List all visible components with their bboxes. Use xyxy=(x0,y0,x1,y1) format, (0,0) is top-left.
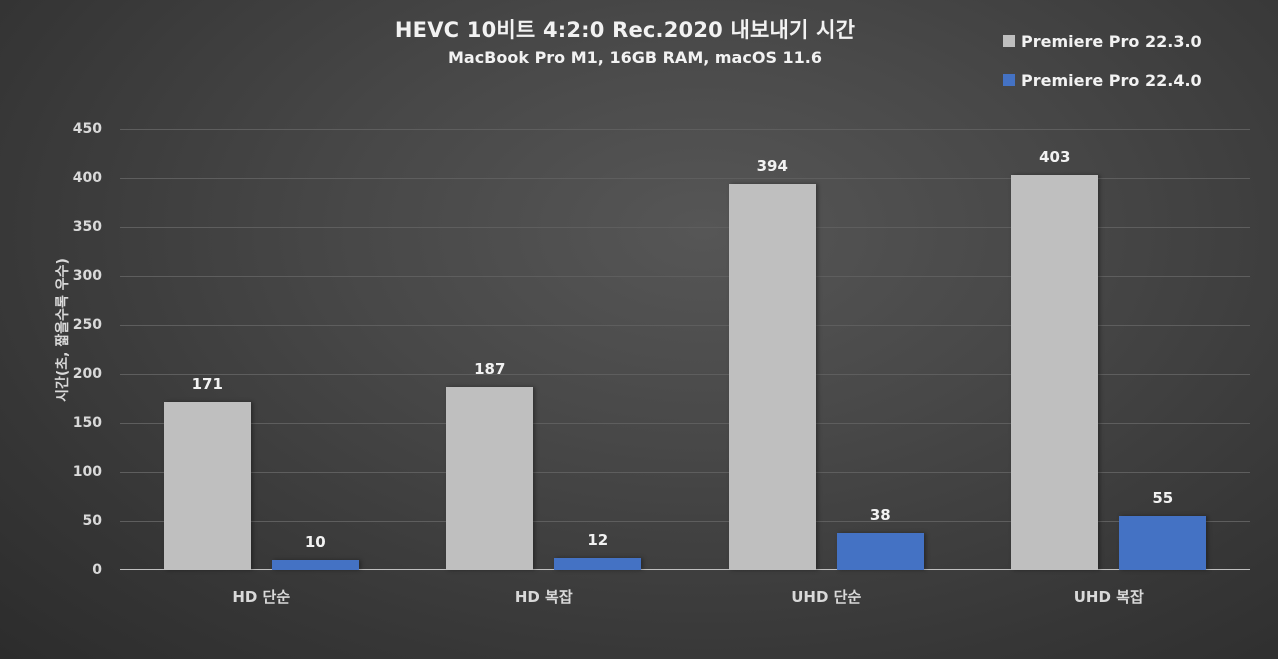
data-label: 12 xyxy=(587,531,609,550)
y-tick-label: 150 xyxy=(72,415,102,431)
data-label: 55 xyxy=(1152,489,1174,508)
bar-1-0 xyxy=(271,560,359,570)
gridline xyxy=(120,472,1250,473)
gridline xyxy=(120,227,1250,228)
x-tick-label: UHD 단순 xyxy=(791,588,862,606)
y-tick-label: 250 xyxy=(72,317,102,333)
y-tick-label: 0 xyxy=(92,562,102,578)
data-label: 10 xyxy=(304,533,326,552)
chart-title: HEVC 10비트 4:2:0 Rec.2020 내보내기 시간 xyxy=(394,18,856,42)
x-tick-label: HD 복잡 xyxy=(514,588,573,606)
chart-subtitle: MacBook Pro M1, 16GB RAM, macOS 11.6 xyxy=(447,48,823,67)
data-label: 171 xyxy=(191,375,223,394)
bar-0-2 xyxy=(728,183,816,570)
x-tick-label: UHD 복잡 xyxy=(1073,588,1144,606)
legend-swatch-icon xyxy=(1003,74,1015,86)
legend: Premiere Pro 22.3.0 Premiere Pro 22.4.0 xyxy=(1003,30,1202,108)
legend-label: Premiere Pro 22.3.0 xyxy=(1021,31,1202,51)
x-axis-line xyxy=(120,569,1250,570)
y-tick-label: 300 xyxy=(72,268,102,284)
gridline xyxy=(120,276,1250,277)
bar-1-3 xyxy=(1119,516,1207,570)
data-label: 187 xyxy=(474,359,506,378)
plot-area: 171 10 187 12 394 38 403 55 xyxy=(120,129,1250,570)
legend-item-series-1: Premiere Pro 22.4.0 xyxy=(1003,69,1202,91)
gridline xyxy=(120,325,1250,326)
x-tick-label: HD 단순 xyxy=(232,588,291,606)
y-tick-label: 100 xyxy=(72,464,102,480)
legend-label: Premiere Pro 22.4.0 xyxy=(1021,70,1202,90)
bar-0-0 xyxy=(163,402,251,570)
gridline xyxy=(120,521,1250,522)
gridline xyxy=(120,423,1250,424)
bar-1-1 xyxy=(554,558,642,570)
gridline xyxy=(120,374,1250,375)
y-tick-label: 450 xyxy=(72,121,102,137)
y-tick-label: 400 xyxy=(72,170,102,186)
legend-item-series-0: Premiere Pro 22.3.0 xyxy=(1003,30,1202,52)
data-label: 403 xyxy=(1039,148,1071,167)
y-tick-label: 200 xyxy=(72,366,102,382)
legend-swatch-icon xyxy=(1003,35,1015,47)
data-label: 38 xyxy=(869,505,891,524)
bar-0-3 xyxy=(1011,175,1099,570)
bar-1-2 xyxy=(836,532,924,570)
gridline xyxy=(120,178,1250,179)
y-tick-label: 350 xyxy=(72,219,102,235)
gridline xyxy=(120,129,1250,130)
data-label: 394 xyxy=(756,156,788,175)
bar-0-1 xyxy=(446,386,534,570)
y-tick-label: 50 xyxy=(82,513,102,529)
